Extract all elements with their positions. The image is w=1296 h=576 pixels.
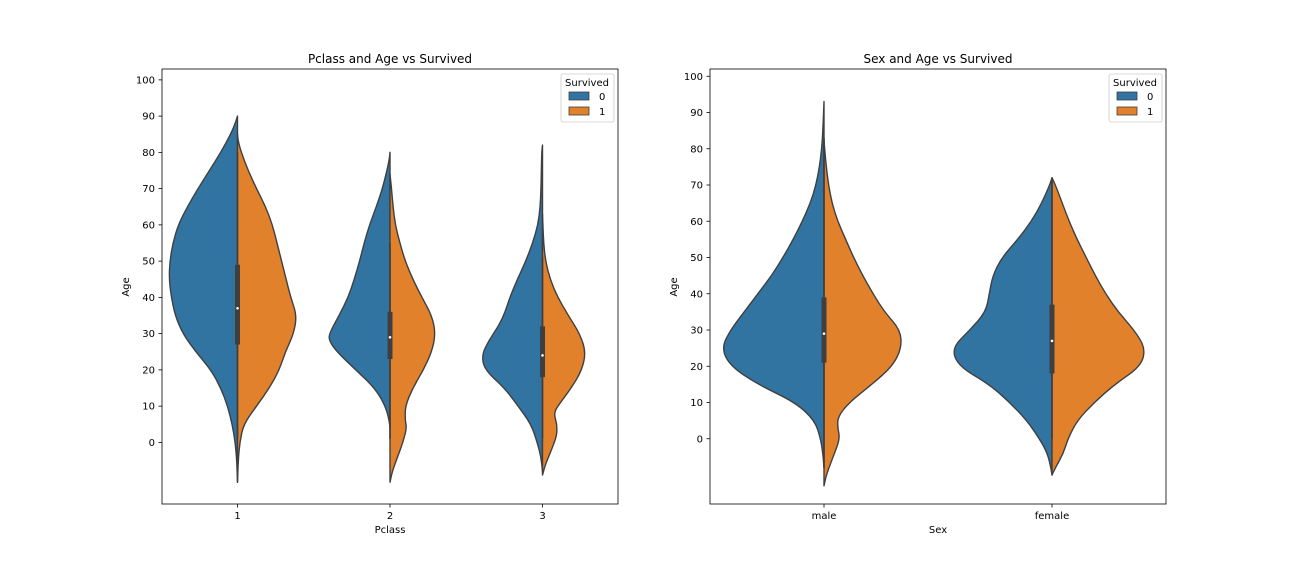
legend: Survived 0 1 <box>1108 73 1163 123</box>
iqr-box-1 <box>235 264 240 345</box>
violins-pclass <box>168 115 586 483</box>
x-axis-ticks: male female <box>812 504 1069 522</box>
violin-half-1-1 <box>236 133 297 483</box>
y-axis-ticks: 0 10 20 30 40 50 60 70 80 90 100 <box>136 75 162 449</box>
violin-half-1-2 <box>389 173 436 483</box>
y-tick-label: 10 <box>142 402 155 413</box>
chart-title: Pclass and Age vs Survived <box>308 52 472 66</box>
plot-frame <box>709 68 1167 505</box>
x-tick-label: 2 <box>387 511 393 522</box>
y-tick-label: 40 <box>142 293 155 304</box>
legend-swatch-1 <box>568 106 590 116</box>
violin-half-1-3 <box>541 213 586 476</box>
iqr-box-2 <box>387 311 393 359</box>
legend-title: Survived <box>565 78 609 89</box>
y-tick-label: 0 <box>697 434 703 445</box>
legend: Survived 0 1 <box>560 73 615 123</box>
median-dot-male <box>822 332 826 335</box>
iqr-box-3 <box>540 326 545 378</box>
y-tick-label: 40 <box>690 289 703 300</box>
legend-swatch-0 <box>568 91 590 101</box>
median-dot-3 <box>541 354 544 357</box>
x-axis-label: Sex <box>929 525 947 536</box>
x-tick-label: male <box>812 511 837 522</box>
legend-label-1: 1 <box>1147 107 1153 118</box>
y-tick-label: 70 <box>690 181 703 192</box>
y-tick-label: 60 <box>690 217 703 228</box>
violins-sex <box>722 100 1145 487</box>
y-tick-label: 50 <box>690 253 703 264</box>
y-tick-label: 100 <box>136 75 155 86</box>
y-tick-label: 50 <box>142 257 155 268</box>
legend-swatch-1 <box>1116 106 1138 116</box>
y-tick-label: 0 <box>149 438 155 449</box>
violin-half-0-1 <box>168 115 239 483</box>
legend-label-0: 0 <box>599 92 605 103</box>
y-tick-label: 10 <box>690 398 703 409</box>
y-tick-label: 30 <box>690 326 703 337</box>
violin-half-0-male <box>722 100 825 469</box>
x-axis-label: Pclass <box>375 525 406 536</box>
y-tick-label: 20 <box>690 362 703 373</box>
median-dot-2 <box>388 335 392 339</box>
median-dot-female <box>1050 339 1054 343</box>
x-tick-label: 1 <box>234 511 240 522</box>
iqr-box-female <box>1049 304 1055 374</box>
y-tick-label: 20 <box>142 365 155 376</box>
y-tick-label: 90 <box>142 112 155 123</box>
y-axis-label: Age <box>669 277 680 296</box>
legend-title: Survived <box>1113 78 1157 89</box>
y-axis-ticks: 0 10 20 30 40 50 60 70 80 90 100 <box>684 72 710 445</box>
iqr-box-male <box>821 297 827 363</box>
y-tick-label: 60 <box>142 220 155 231</box>
legend-swatch-0 <box>1116 91 1138 101</box>
y-tick-label: 80 <box>690 144 703 155</box>
x-tick-label: female <box>1035 511 1069 522</box>
violin-half-1-female <box>1051 177 1145 476</box>
y-tick-label: 100 <box>684 72 703 83</box>
violin-half-1-male <box>823 140 902 487</box>
violin-half-0-female <box>953 177 1053 476</box>
median-dot-1 <box>236 306 239 310</box>
violin-half-0-3 <box>482 144 544 473</box>
y-tick-label: 70 <box>142 184 155 195</box>
y-tick-label: 90 <box>690 108 703 119</box>
legend-label-1: 1 <box>599 107 605 118</box>
chart-title: Sex and Age vs Survived <box>864 52 1013 66</box>
y-tick-label: 30 <box>142 329 155 340</box>
violin-half-0-2 <box>328 151 391 429</box>
legend-label-0: 0 <box>1147 92 1153 103</box>
x-tick-label: 3 <box>539 511 545 522</box>
y-tick-label: 80 <box>142 148 155 159</box>
x-axis-ticks: 1 2 3 <box>234 504 546 522</box>
y-axis-label: Age <box>121 277 132 296</box>
